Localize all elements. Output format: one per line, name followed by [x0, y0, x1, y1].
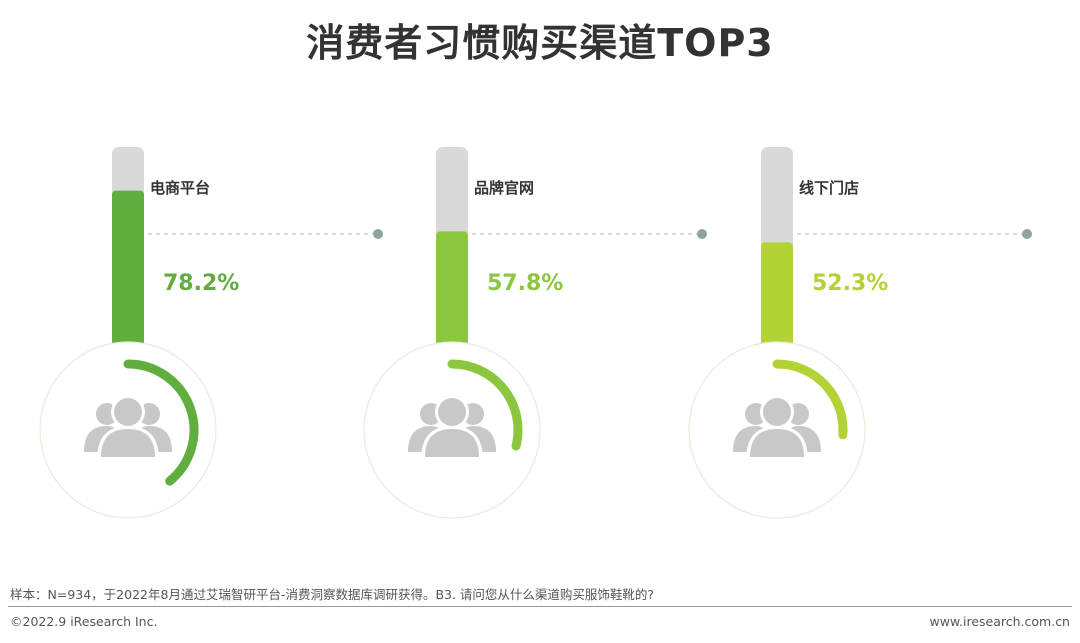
- category-label: 线下门店: [799, 179, 859, 197]
- gauge-arc: [772, 359, 848, 440]
- gauge-arc: [447, 359, 523, 451]
- leader-dot: [697, 229, 707, 239]
- leader-dot: [373, 229, 383, 239]
- people-group-icon: [408, 395, 496, 460]
- bar-fill: [761, 242, 793, 357]
- footer-divider: [8, 606, 1072, 607]
- bar-fill: [112, 190, 144, 357]
- leader-dot: [1022, 229, 1032, 239]
- channel-group: 线下门店 52.3%: [688, 147, 1032, 519]
- value-label: 52.3%: [812, 271, 888, 296]
- bar-fill: [436, 231, 468, 357]
- channel-group: 品牌官网 57.8%: [363, 147, 707, 519]
- page-title: 消费者习惯购买渠道TOP3: [306, 21, 774, 65]
- value-label: 57.8%: [487, 271, 563, 296]
- category-label: 电商平台: [150, 179, 210, 197]
- copyright-text: ©2022.9 iResearch Inc.: [10, 614, 158, 629]
- channel-group: 电商平台 78.2%: [39, 147, 383, 519]
- category-label: 品牌官网: [474, 179, 534, 197]
- gauge-arc: [123, 359, 199, 486]
- source-note: 样本：N=934，于2022年8月通过艾瑞智研平台-消费洞察数据库调研获得。B3…: [10, 587, 655, 602]
- website-link[interactable]: www.iresearch.com.cn: [929, 614, 1071, 629]
- value-label: 78.2%: [163, 271, 239, 296]
- people-group-icon: [733, 395, 821, 460]
- people-group-icon: [84, 395, 172, 460]
